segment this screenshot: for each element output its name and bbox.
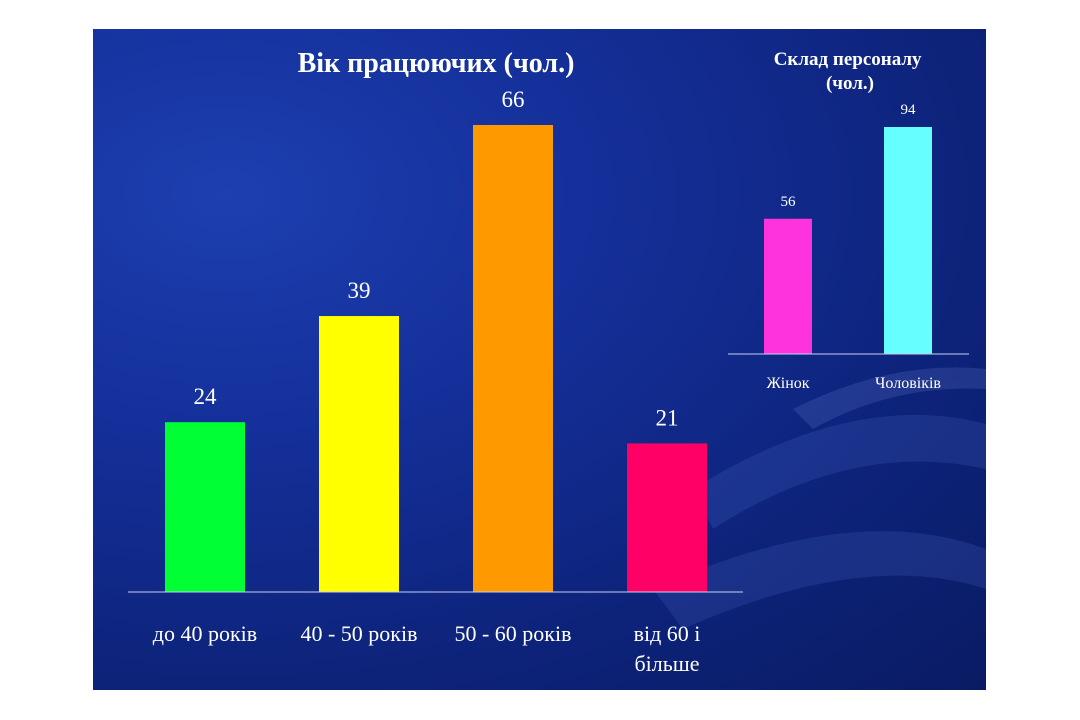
age-value-label: 21 [656, 405, 679, 430]
staff-chart-title: Склад персоналу (чол.) [774, 49, 927, 94]
staff-bar [764, 218, 812, 354]
age-category-label: 50 - 60 років [454, 621, 571, 646]
chart-canvas: Вік працюючих (чол.) 24 39 66 21 до 40 рокі… [128, 48, 986, 676]
staff-bars [764, 127, 932, 354]
age-value-label: 24 [194, 384, 218, 409]
age-bar [473, 125, 553, 592]
age-chart: Вік працюючих (чол.) 24 39 66 21 до 40 рокі… [128, 48, 743, 676]
age-value-label: 39 [348, 278, 371, 303]
age-value-labels: 24 39 66 21 [194, 87, 679, 430]
staff-bar [884, 127, 932, 354]
age-chart-title: Вік працюючих (чол.) [298, 48, 575, 79]
age-bar [165, 422, 245, 592]
staff-title-line-2: (чол.) [826, 73, 874, 94]
staff-chart: Склад персоналу (чол.) 56 94 Жінок Чоловік… [728, 49, 969, 392]
staff-category-label: Чоловіків [875, 375, 941, 392]
staff-category-label: Жінок [766, 375, 809, 392]
staff-category-labels: Жінок Чоловіків [766, 375, 941, 392]
age-bars [165, 125, 707, 592]
staff-title-line-1: Склад персоналу [774, 49, 922, 70]
age-category-label: від 60 і більше [634, 621, 701, 676]
age-category-labels: до 40 років 40 - 50 років 50 - 60 років від… [153, 621, 701, 676]
staff-value-labels: 56 94 [781, 102, 917, 210]
staff-value-label: 56 [781, 194, 797, 210]
age-bar [627, 443, 707, 592]
age-category-label: до 40 років [153, 621, 257, 646]
background-swoosh-decoration [653, 367, 986, 629]
age-bar [319, 316, 399, 592]
staff-value-label: 94 [901, 102, 917, 118]
age-category-label: 40 - 50 років [300, 621, 417, 646]
age-value-label: 66 [502, 87, 525, 112]
slide: Вік працюючих (чол.) 24 39 66 21 до 40 рокі… [93, 29, 986, 690]
